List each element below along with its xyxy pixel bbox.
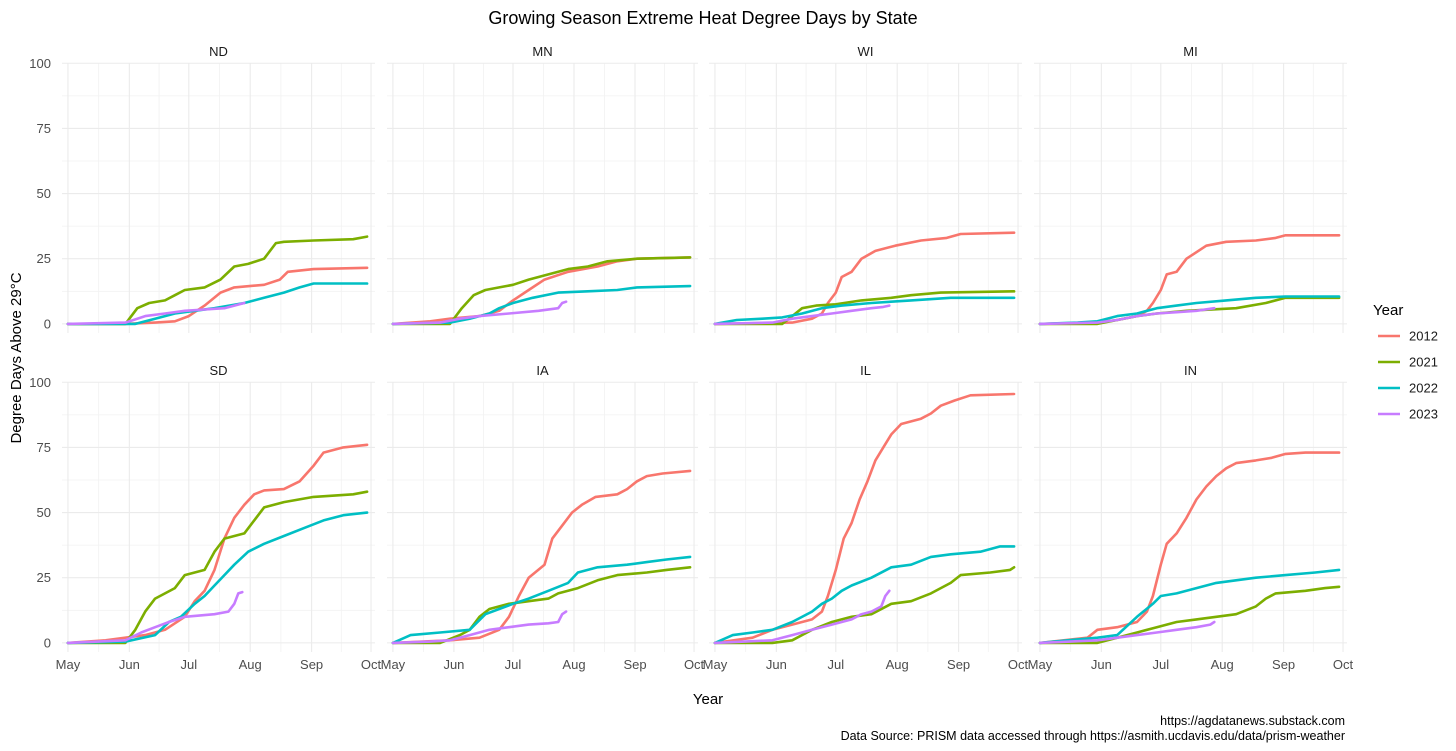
series-line-2023 [1038, 620, 1216, 645]
panel-label: MN [532, 44, 552, 59]
x-tick-label: Oct [361, 657, 382, 672]
x-tick-label: Sep [623, 657, 646, 672]
series-line-2022 [391, 284, 692, 326]
y-tick-label: 75 [37, 121, 51, 136]
panel-il: IL May Jun Jul Aug Sep Oct [703, 363, 1029, 672]
panel-label: SD [209, 363, 227, 378]
x-tick-label: Jul [827, 657, 844, 672]
x-tick-label: Jun [1091, 657, 1112, 672]
y-tick-label: 75 [37, 440, 51, 455]
x-tick-label: Aug [1211, 657, 1234, 672]
x-tick-label: Oct [684, 657, 705, 672]
x-axis-label: Year [693, 691, 723, 708]
x-tick-label: Jul [505, 657, 522, 672]
x-tick-label: Jun [443, 657, 464, 672]
series-line-2023 [66, 301, 246, 326]
x-tick-label: Sep [1272, 657, 1295, 672]
y-axis-label: Degree Days Above 29°C [8, 272, 25, 443]
x-tick-label: Sep [947, 657, 970, 672]
series-line-2012 [391, 256, 692, 326]
y-tick-label: 25 [37, 251, 51, 266]
y-tick-label: 0 [44, 316, 51, 331]
panel-label: IA [536, 363, 549, 378]
panel-label: MI [1183, 44, 1197, 59]
panel-mn: MN [387, 44, 698, 333]
series-line-2021 [391, 256, 692, 326]
legend-label: 2012 [1409, 329, 1438, 344]
series-line-2023 [391, 610, 568, 645]
chart-title: Growing Season Extreme Heat Degree Days … [488, 8, 917, 28]
series-line-2023 [713, 589, 891, 645]
series-line-2023 [713, 304, 891, 326]
panel-label: WI [858, 44, 874, 59]
series-line-2012 [66, 266, 369, 326]
x-tick-label: May [56, 657, 81, 672]
x-tick-label: May [1028, 657, 1053, 672]
series-line-2022 [713, 296, 1016, 326]
series-line-2021 [66, 235, 369, 326]
caption-line-2: Data Source: PRISM data accessed through… [841, 729, 1345, 743]
series-line-2022 [66, 282, 369, 326]
series-line-2021 [713, 565, 1016, 645]
y-tick-label: 50 [37, 505, 51, 520]
panel-label: IL [860, 363, 871, 378]
panel-in: IN May Jun Jul Aug Sep Oct [1028, 363, 1354, 672]
x-tick-label: May [703, 657, 728, 672]
x-tick-label: Aug [239, 657, 262, 672]
series-line-2023 [1038, 306, 1216, 326]
x-tick-label: Jun [119, 657, 140, 672]
legend-label: 2022 [1409, 381, 1438, 396]
y-tick-label: 100 [29, 375, 51, 390]
x-tick-label: Oct [1333, 657, 1354, 672]
series-line-2023 [391, 300, 568, 326]
panel-sd: SD 0 25 50 75 100 May Jun Jul Aug Sep Oct [29, 363, 381, 672]
panel-wi: WI [709, 44, 1022, 333]
legend-title: Year [1373, 302, 1403, 319]
y-tick-label: 50 [37, 186, 51, 201]
caption-line-1: https://agdatanews.substack.com [1160, 714, 1345, 728]
series-line-2021 [66, 490, 369, 645]
series-line-2022 [1038, 568, 1341, 645]
panel-ia: IA May Jun Jul Aug Sep Oct [381, 363, 705, 672]
series-line-2021 [1038, 585, 1341, 645]
series-line-2022 [391, 555, 692, 645]
series-line-2021 [391, 565, 692, 645]
x-tick-label: Aug [562, 657, 585, 672]
series-line-2012 [1038, 451, 1341, 645]
panel-label: ND [209, 44, 228, 59]
y-tick-label: 25 [37, 570, 51, 585]
series-line-2022 [66, 511, 369, 645]
panel-mi: MI [1034, 44, 1347, 333]
x-tick-label: Jun [766, 657, 787, 672]
x-tick-label: Jul [180, 657, 197, 672]
legend-label: 2023 [1409, 407, 1438, 422]
legend-label: 2021 [1409, 355, 1438, 370]
y-tick-label: 0 [44, 635, 51, 650]
series-line-2012 [391, 469, 692, 645]
panel-label: IN [1184, 363, 1197, 378]
x-tick-label: May [381, 657, 406, 672]
x-tick-label: Sep [300, 657, 323, 672]
panel-nd: ND 0 25 50 75 100 [29, 44, 375, 333]
series-line-2023 [66, 590, 244, 645]
x-tick-label: Jul [1152, 657, 1169, 672]
series-line-2012 [713, 392, 1016, 645]
y-tick-label: 100 [29, 56, 51, 71]
legend: Year 2012 2021 2022 2023 [1373, 302, 1438, 422]
x-tick-label: Aug [886, 657, 909, 672]
series-line-2012 [66, 443, 369, 645]
series-line-2022 [713, 545, 1016, 645]
x-tick-label: Oct [1008, 657, 1029, 672]
